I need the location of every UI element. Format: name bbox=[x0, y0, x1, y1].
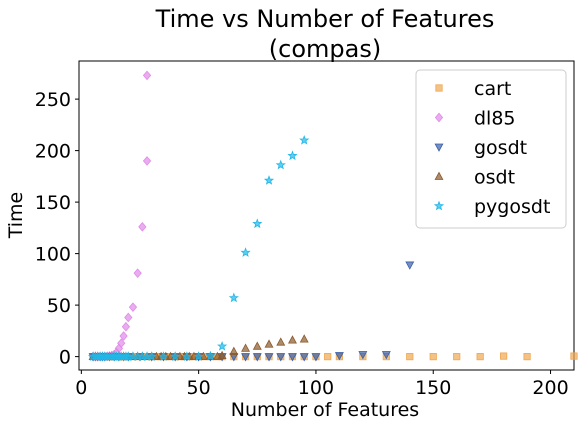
chart-title-line2: (compas) bbox=[269, 35, 381, 63]
y-axis-label: Time bbox=[5, 192, 27, 240]
osdt-point bbox=[241, 343, 251, 352]
gosdt-point bbox=[276, 353, 286, 362]
plot-area: 0 50 100 150 200 0 50 100 150 200 250 bbox=[35, 60, 578, 399]
gosdt-point bbox=[264, 353, 274, 362]
x-axis-label: Number of Features bbox=[231, 399, 419, 421]
y-tick-label: 50 bbox=[47, 295, 71, 317]
gosdt-point bbox=[334, 352, 344, 361]
osdt-point bbox=[229, 346, 239, 355]
y-tick-label: 200 bbox=[35, 141, 71, 163]
legend-label-cart: cart bbox=[474, 78, 511, 100]
pygosdt-point bbox=[228, 292, 239, 303]
osdt-point bbox=[217, 350, 227, 359]
cart-point bbox=[500, 352, 508, 360]
cart-point bbox=[453, 353, 461, 361]
legend-item-dl85: dl85 bbox=[434, 108, 516, 130]
x-tick-label: 100 bbox=[298, 377, 334, 399]
legend-item-gosdt: gosdt bbox=[434, 137, 527, 159]
cart-point bbox=[324, 353, 332, 361]
legend: cart dl85 gosdt osdt pygosdt bbox=[415, 69, 567, 229]
gosdt-point bbox=[405, 261, 415, 270]
dl85-point bbox=[121, 321, 131, 332]
y-tick-label: 150 bbox=[35, 192, 71, 214]
cart-point bbox=[429, 353, 437, 361]
cart-point bbox=[570, 352, 578, 360]
legend-box bbox=[415, 69, 567, 229]
legend-label-gosdt: gosdt bbox=[474, 137, 527, 159]
pygosdt-point bbox=[299, 134, 310, 145]
legend-marker-dl85 bbox=[434, 112, 444, 123]
legend-marker-cart bbox=[435, 84, 443, 92]
y-tick-label: 100 bbox=[35, 244, 71, 266]
chart-title-line1: Time vs Number of Features bbox=[155, 5, 495, 33]
cart-point bbox=[523, 353, 531, 361]
dl85-point bbox=[138, 222, 147, 232]
gosdt-point bbox=[358, 351, 368, 360]
plot-frame bbox=[78, 60, 575, 371]
dl85-point bbox=[133, 268, 142, 278]
pygosdt-point bbox=[170, 351, 181, 361]
legend-item-cart: cart bbox=[435, 78, 511, 100]
cart-point bbox=[476, 353, 484, 361]
y-tick-label: 250 bbox=[35, 89, 71, 111]
legend-marker-osdt bbox=[434, 171, 444, 180]
gosdt-point bbox=[311, 353, 321, 362]
pygosdt-point bbox=[158, 351, 169, 361]
legend-label-dl85: dl85 bbox=[474, 108, 516, 130]
legend-marker-gosdt bbox=[434, 143, 444, 152]
series-dl85 bbox=[88, 70, 152, 362]
osdt-point bbox=[288, 335, 297, 344]
y-tick-label: 0 bbox=[59, 347, 71, 369]
gosdt-point bbox=[241, 353, 251, 362]
x-tick-label: 200 bbox=[532, 377, 568, 399]
osdt-point bbox=[299, 334, 309, 343]
legend-label-pygosdt: pygosdt bbox=[474, 196, 550, 218]
dl85-point bbox=[117, 338, 126, 349]
dl85-point bbox=[128, 302, 138, 312]
x-tick-label: 0 bbox=[75, 377, 87, 399]
gosdt-point bbox=[381, 351, 391, 360]
x-tick-label: 50 bbox=[187, 377, 211, 399]
series-pygosdt bbox=[87, 134, 310, 361]
pygosdt-point bbox=[263, 175, 275, 185]
dl85-point bbox=[119, 331, 128, 341]
dl85-point bbox=[142, 70, 152, 81]
pygosdt-point bbox=[275, 159, 286, 170]
pygosdt-point bbox=[217, 340, 228, 351]
pygosdt-point bbox=[146, 351, 157, 361]
legend-item-osdt: osdt bbox=[434, 167, 515, 189]
pygosdt-point bbox=[205, 350, 216, 361]
legend-label-osdt: osdt bbox=[474, 167, 515, 189]
pygosdt-point bbox=[252, 218, 263, 229]
gosdt-point bbox=[252, 353, 262, 362]
osdt-point bbox=[252, 341, 262, 350]
pygosdt-point bbox=[193, 351, 204, 361]
dl85-point bbox=[124, 312, 133, 323]
gosdt-point bbox=[299, 353, 309, 362]
legend-marker-pygosdt bbox=[433, 200, 445, 211]
pygosdt-point bbox=[240, 247, 251, 257]
pygosdt-point bbox=[287, 150, 298, 161]
dl85-point bbox=[142, 156, 152, 166]
gosdt-point bbox=[288, 353, 297, 362]
legend-item-pygosdt: pygosdt bbox=[433, 196, 550, 218]
osdt-point bbox=[276, 337, 286, 346]
x-tick-label: 150 bbox=[415, 377, 451, 399]
osdt-point bbox=[264, 339, 274, 348]
cart-point bbox=[406, 353, 414, 361]
pygosdt-point bbox=[181, 351, 192, 361]
